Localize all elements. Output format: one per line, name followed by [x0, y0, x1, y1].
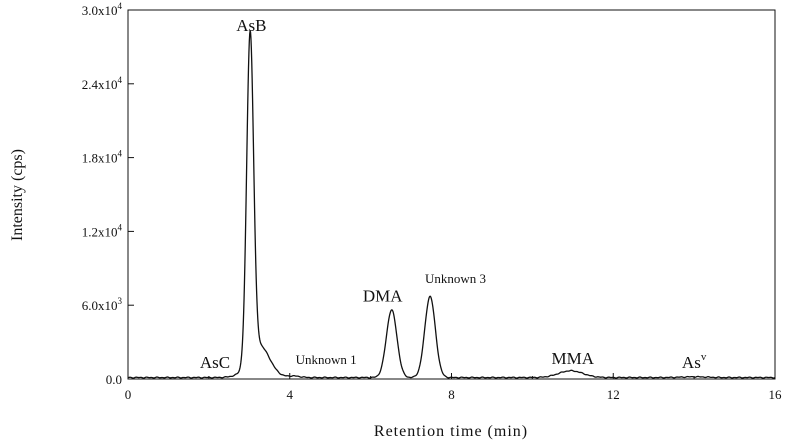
peak-label: Asv — [682, 351, 707, 372]
peak-label: Unknown 1 — [296, 352, 357, 367]
y-tick-label: 1.8x104 — [82, 149, 123, 166]
y-tick-label: 2.4x104 — [82, 75, 123, 92]
peak-label: AsB — [236, 16, 266, 35]
x-axis-ticks: 0 4 8 12 16 — [125, 373, 782, 402]
y-axis-label: Intensity (cps) — [9, 149, 26, 241]
x-tick-label: 8 — [448, 387, 455, 402]
x-axis-label: Retention time (min) — [374, 423, 528, 440]
peak-label: DMA — [363, 287, 403, 306]
chromatogram-trace — [127, 30, 776, 379]
x-tick-label: 4 — [287, 387, 294, 402]
peak-labels: AsB AsC Unknown 1 DMA Unknown 3 MMA Asv — [200, 16, 707, 372]
x-tick-label: 16 — [769, 387, 783, 402]
y-tick-label: 3.0x104 — [82, 1, 123, 18]
y-tick-label: 1.2x104 — [82, 222, 123, 239]
plot-frame — [127, 9, 776, 380]
y-axis-ticks: 0.0 6.0x103 1.2x104 1.8x104 2.4x104 3.0x104 — [82, 1, 134, 387]
peak-label: AsC — [200, 353, 230, 372]
peak-label: MMA — [552, 349, 595, 368]
y-tick-label: 6.0x103 — [82, 296, 123, 313]
peak-label: Unknown 3 — [425, 271, 486, 286]
x-tick-label: 0 — [125, 387, 132, 402]
y-tick-label: 0.0 — [106, 372, 122, 387]
x-tick-label: 12 — [607, 387, 620, 402]
